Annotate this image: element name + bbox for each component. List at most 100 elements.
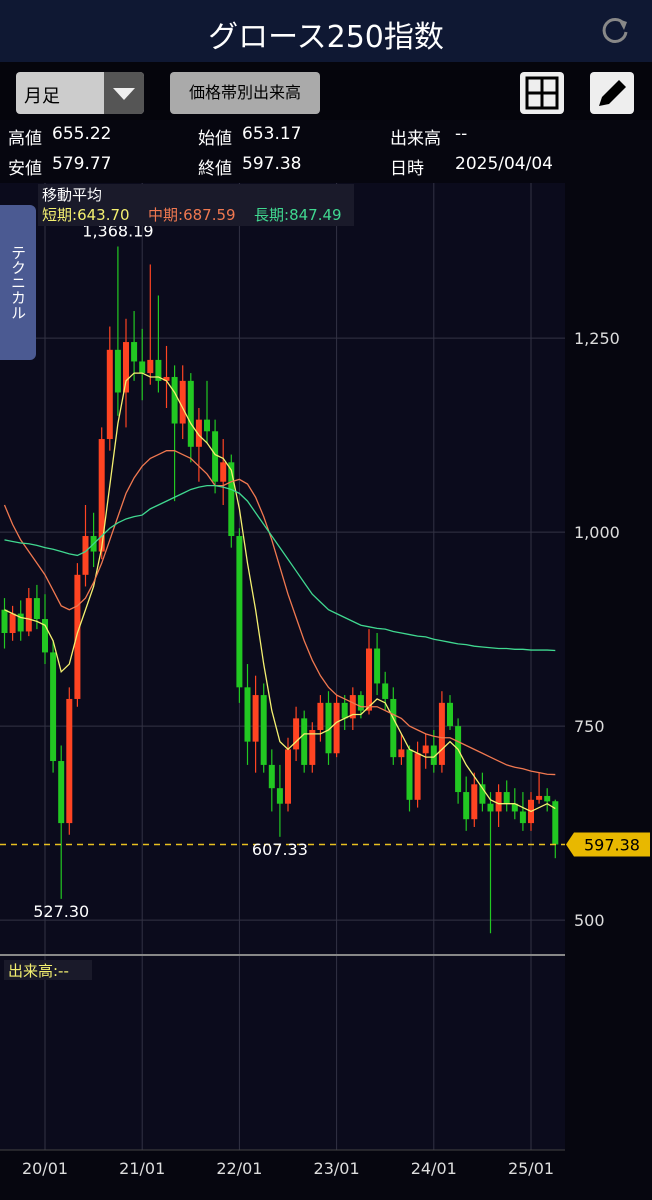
candle-body — [252, 695, 259, 742]
candle-body — [519, 811, 526, 824]
candle-body — [293, 718, 300, 750]
candle-body — [42, 619, 48, 653]
candle-body — [179, 380, 186, 424]
candle-body — [414, 753, 421, 800]
volume-label-bg — [4, 960, 92, 980]
info-open-label: 始値 — [198, 129, 232, 149]
info-date: 2025/04/04 — [455, 154, 553, 174]
y-tick-label: 500 — [574, 911, 605, 930]
candle-body — [1, 609, 8, 634]
layout-button[interactable] — [520, 72, 564, 114]
price-tag — [566, 832, 650, 857]
candle-body — [285, 749, 291, 804]
candle-body — [74, 574, 81, 699]
header: グロース250指数 — [0, 0, 652, 62]
legend-bg — [38, 184, 354, 226]
candle-body — [17, 613, 24, 632]
period-select[interactable]: 月足 — [16, 72, 144, 114]
period-text: 月足 — [24, 86, 60, 107]
candle-body — [406, 749, 413, 800]
legend-name: 中期: — [148, 206, 183, 224]
candle-body — [317, 702, 324, 730]
candle-body — [487, 803, 494, 812]
annotation: 527.30 — [33, 902, 89, 921]
candle-body — [479, 784, 486, 804]
candle-body — [438, 702, 445, 765]
info-open: 653.17 — [242, 124, 302, 144]
candle-body — [536, 795, 543, 800]
candle-body — [260, 695, 267, 765]
candle-body — [357, 695, 364, 711]
candle-body — [463, 792, 470, 820]
candle-body — [50, 652, 57, 762]
candle-body — [430, 745, 437, 765]
candle-body — [455, 726, 462, 793]
candle-body — [309, 729, 316, 765]
info-date-label: 日時 — [390, 159, 424, 179]
ma-line — [3, 450, 556, 776]
annotation: 607.33 — [252, 840, 308, 859]
candle-body — [382, 683, 389, 699]
candle-body — [123, 342, 129, 393]
info-low-label: 安値 — [8, 159, 42, 179]
price-tag-label: 597.38 — [584, 836, 640, 855]
candle-body — [106, 349, 113, 440]
candle-body — [276, 788, 283, 804]
candle-body — [341, 702, 348, 719]
candle-body — [212, 431, 219, 482]
refresh-icon[interactable] — [598, 14, 632, 48]
candle-body — [552, 801, 559, 845]
candle-body — [98, 439, 105, 552]
candle-body — [333, 702, 340, 754]
x-tick-label: 22/01 — [216, 1159, 262, 1178]
candle-body — [447, 702, 453, 727]
legend-name: 長期: — [254, 206, 289, 224]
info-low: 579.77 — [52, 154, 112, 174]
legend-title: 移動平均 — [42, 186, 102, 204]
candle-body — [503, 792, 510, 804]
candle-body — [349, 695, 356, 719]
candle-body — [374, 648, 381, 684]
candle-body — [236, 536, 243, 688]
candle-body — [301, 718, 308, 765]
candle-body — [471, 784, 478, 820]
candle-body — [58, 761, 65, 824]
y-tick-label: 750 — [574, 717, 605, 736]
candle-body — [511, 803, 518, 812]
candle-body — [187, 380, 194, 447]
candle-body — [139, 361, 146, 374]
candle-body — [147, 359, 154, 374]
technical-tab[interactable]: テクニカル — [0, 205, 36, 360]
candle-body — [66, 698, 73, 824]
legend-value: 847.49 — [289, 206, 342, 224]
legend-entry: 長期:847.49 — [254, 206, 342, 224]
candle-body — [33, 598, 40, 620]
candle-body — [25, 598, 32, 632]
info-close: 597.38 — [242, 154, 302, 174]
candle-body — [114, 349, 121, 393]
candle-body — [155, 359, 162, 381]
candle-body — [495, 792, 502, 812]
candle-body — [204, 419, 210, 432]
legend-value: 643.70 — [77, 206, 130, 224]
y-tick-label: 1,000 — [574, 523, 620, 542]
plot-background — [0, 183, 565, 1150]
candle-body — [171, 376, 178, 424]
draw-button[interactable] — [590, 72, 634, 114]
info-high: 655.22 — [52, 124, 112, 144]
candle-body — [422, 745, 429, 754]
y-tick-label: 1,250 — [574, 329, 620, 348]
volume-profile-button[interactable]: 価格帯別出来高 — [170, 72, 320, 114]
info-high-label: 高値 — [8, 129, 42, 149]
info-close-label: 終値 — [198, 159, 232, 179]
candle-body — [244, 687, 251, 742]
legend-value: 687.59 — [183, 206, 236, 224]
candle-body — [131, 342, 138, 362]
info-volume: -- — [455, 124, 468, 144]
candle-body — [9, 613, 16, 634]
ma-line — [4, 484, 556, 652]
candle-body — [544, 795, 551, 802]
candle-body — [268, 764, 275, 789]
candle-body — [163, 376, 170, 381]
